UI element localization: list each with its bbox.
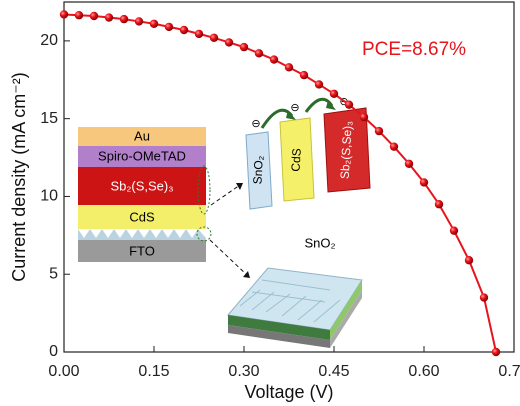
x-tick-label: 0.60 bbox=[408, 363, 439, 380]
data-point bbox=[209, 33, 219, 42]
data-point bbox=[479, 293, 489, 302]
data-point bbox=[119, 14, 129, 24]
pce-annotation: PCE=8.67% bbox=[362, 39, 466, 60]
data-point bbox=[134, 17, 144, 26]
data-point bbox=[404, 159, 414, 168]
data-point bbox=[299, 70, 309, 80]
data-point bbox=[419, 178, 429, 187]
y-tick-label: 5 bbox=[49, 265, 58, 282]
data-point bbox=[164, 22, 174, 32]
band-label: SnO₂ bbox=[250, 155, 265, 185]
data-point bbox=[389, 142, 399, 151]
data-point bbox=[239, 42, 249, 52]
data-point bbox=[491, 347, 501, 357]
layer-label: Au bbox=[134, 128, 150, 143]
data-point bbox=[89, 11, 99, 21]
y-tick-label: 10 bbox=[40, 188, 58, 205]
y-axis-label: Current density (mA cm⁻²) bbox=[9, 72, 29, 282]
data-point bbox=[269, 55, 279, 64]
data-point bbox=[374, 126, 384, 136]
data-point bbox=[254, 49, 264, 58]
data-point bbox=[179, 25, 189, 35]
x-tick-label: 0.00 bbox=[48, 363, 79, 380]
data-point bbox=[329, 89, 339, 98]
y-tick-label: 20 bbox=[40, 32, 58, 49]
data-point bbox=[434, 200, 444, 209]
layer-label: CdS bbox=[129, 209, 155, 224]
plot-frame bbox=[63, 1, 515, 353]
texture-label: SnO₂ bbox=[304, 235, 335, 250]
data-point bbox=[449, 226, 459, 235]
layer-label: Spiro-OMeTAD bbox=[98, 148, 186, 163]
device-stack bbox=[78, 127, 250, 278]
x-tick-label: 0.15 bbox=[138, 363, 169, 380]
x-axis-label: Voltage (V) bbox=[244, 382, 333, 402]
layer-label: Sb₂(S,Se)₃ bbox=[110, 178, 173, 193]
data-point bbox=[464, 256, 474, 265]
x-tick-label: 0.75 bbox=[498, 363, 520, 380]
y-tick-label: 15 bbox=[40, 110, 58, 127]
data-point bbox=[314, 80, 324, 89]
data-point bbox=[104, 13, 114, 22]
y-tick-label: 0 bbox=[49, 343, 58, 360]
layer-label: FTO bbox=[129, 243, 155, 258]
x-tick-label: 0.45 bbox=[318, 363, 349, 380]
svg-text:⊖: ⊖ bbox=[251, 118, 260, 130]
data-point bbox=[59, 10, 69, 19]
data-point bbox=[74, 11, 84, 20]
data-point bbox=[284, 63, 294, 72]
data-point bbox=[224, 38, 234, 47]
data-point bbox=[359, 112, 369, 122]
svg-text:⊖: ⊖ bbox=[290, 102, 299, 114]
textured-substrate bbox=[227, 267, 363, 348]
data-point bbox=[149, 19, 159, 28]
band-label: CdS bbox=[289, 148, 304, 172]
data-point bbox=[194, 29, 204, 39]
band-diagram: ⊖ ⊖ ⊖ bbox=[245, 96, 371, 210]
data-point bbox=[344, 100, 354, 109]
band-label: Sb₂(S,Se)₃ bbox=[338, 120, 355, 179]
x-tick-label: 0.30 bbox=[228, 363, 259, 380]
